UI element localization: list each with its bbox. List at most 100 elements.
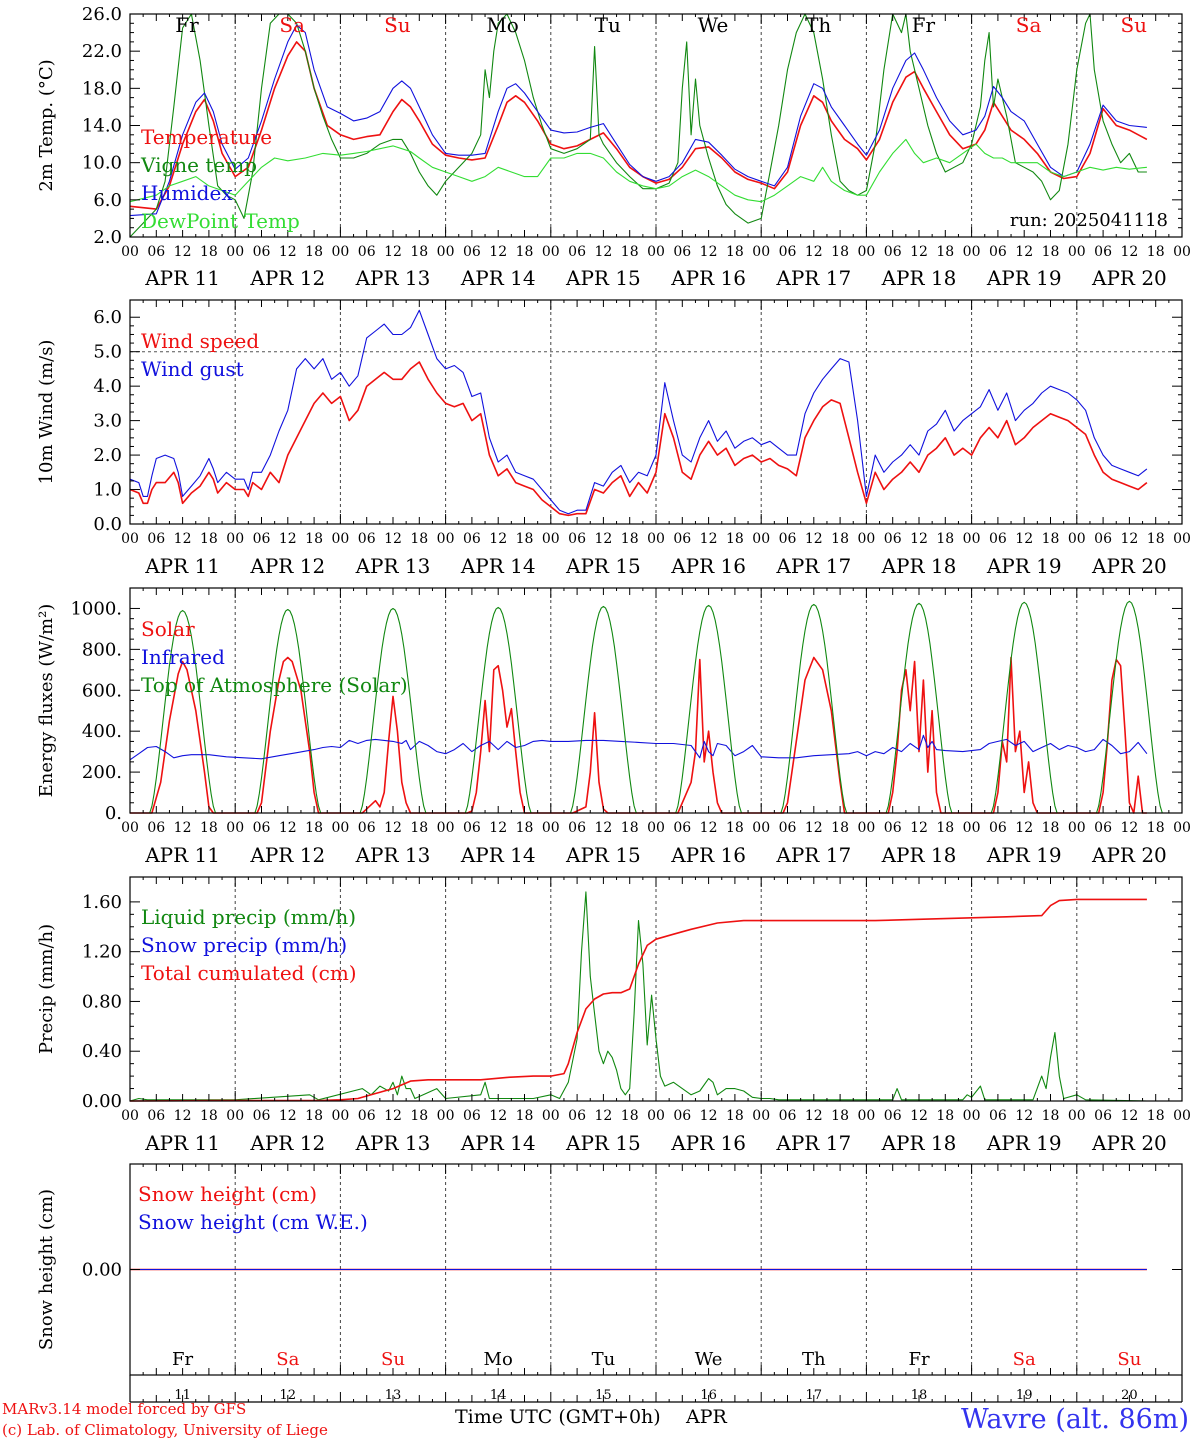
panel-1-y-tick-label: 18.0	[82, 78, 122, 99]
panel-4-hour-tick-label: 00	[1068, 1108, 1086, 1124]
panel-2-date-label: APR 16	[670, 554, 746, 578]
panel-1-hour-tick-label: 06	[989, 244, 1007, 260]
panel-1-hour-tick-label: 18	[410, 244, 428, 260]
panel-3-hour-tick-label: 18	[305, 820, 323, 836]
weekday-label-top: Fr	[912, 13, 936, 37]
panel-1-hour-tick-label: 06	[779, 244, 797, 260]
panel-3-hour-tick-label: 12	[1015, 820, 1033, 836]
panel-2-hour-tick-label: 00	[226, 531, 244, 547]
model-credit: MARv3.14 model forced by GFS	[2, 1400, 246, 1418]
panel-2-hour-tick-label: 18	[516, 531, 534, 547]
panel-1-hour-tick-label: 06	[463, 244, 481, 260]
panel-2-hour-tick-label: 12	[805, 531, 823, 547]
panel-1-date-label: APR 15	[565, 266, 641, 290]
panel-3-hour-tick-label: 06	[358, 820, 376, 836]
panel-3-hour-tick-label: 00	[647, 820, 665, 836]
panel-1-hour-tick-label: 00	[121, 244, 139, 260]
panel-4-hour-tick-label: 00	[331, 1108, 349, 1124]
panel-2-y-tick-label: 3.0	[93, 411, 122, 432]
panel-3-y-tick-label: 800.	[82, 639, 122, 660]
panel-1-date-label: APR 14	[460, 266, 536, 290]
panel-4-date-label: APR 13	[355, 1131, 431, 1155]
panel-4-y-axis-label: Precip (mm/h)	[36, 924, 57, 1054]
panel-5-legend-0: Snow height (cm)	[138, 1182, 317, 1206]
panel-2-hour-tick-label: 18	[726, 531, 744, 547]
panel-3-legend-0: Solar	[141, 617, 195, 641]
panel-3-y-tick-label: 200.	[82, 762, 122, 783]
panel-1-y-tick-label: 2.0	[93, 227, 122, 248]
panel-4-hour-tick-label: 18	[516, 1108, 534, 1124]
station-label: Wavre (alt. 86m)	[961, 1404, 1189, 1435]
panel-4-hour-tick-label: 18	[200, 1108, 218, 1124]
weekday-label-top: Mo	[486, 13, 519, 37]
panel-3-hour-tick-label: 18	[1042, 820, 1060, 836]
panel-4-legend-2: Total cumulated (cm)	[141, 961, 357, 985]
day-number-label: 19	[1016, 1388, 1033, 1403]
day-number-label: 17	[806, 1388, 823, 1403]
panel-2-y-tick-label: 0.0	[93, 514, 122, 535]
panel-2-hour-tick-label: 00	[1068, 531, 1086, 547]
panel-4-hour-tick-label: 12	[594, 1108, 612, 1124]
panel-2-hour-tick-label: 18	[200, 531, 218, 547]
weekday-label-bottom: We	[695, 1349, 723, 1370]
panel-2-date-label: APR 14	[460, 554, 536, 578]
panel-1-date-label: APR 13	[355, 266, 431, 290]
panel-1-hour-tick-label: 00	[226, 244, 244, 260]
panel-4-hour-tick-label: 18	[621, 1108, 639, 1124]
panel-2-hour-tick-label: 18	[936, 531, 954, 547]
panel-3-hour-tick-label: 12	[805, 820, 823, 836]
panel-1-hour-tick-label: 00	[1173, 244, 1191, 260]
day-number-label: 12	[280, 1388, 297, 1403]
weekday-label-bottom: Fr	[172, 1349, 193, 1370]
weekday-label-bottom: Th	[802, 1349, 826, 1370]
panel-2-y-tick-label: 1.0	[93, 480, 122, 501]
panel-3-hour-tick-label: 06	[147, 820, 165, 836]
panel-4-hour-tick-label: 12	[910, 1108, 928, 1124]
panel-4-hour-tick-label: 00	[226, 1108, 244, 1124]
panel-1-hour-tick-label: 12	[700, 244, 718, 260]
panel-1-hour-tick-label: 12	[594, 244, 612, 260]
panel-1-series-1-line	[129, 13, 1147, 238]
panel-2-date-label: APR 18	[881, 554, 957, 578]
panel-1-date-label: APR 19	[986, 266, 1062, 290]
panel-3-hour-tick-label: 12	[279, 820, 297, 836]
panel-4-hour-tick-label: 18	[305, 1108, 323, 1124]
panel-1-hour-tick-label: 00	[437, 244, 455, 260]
panel-2-y-axis-label: 10m Wind (m/s)	[36, 340, 57, 485]
panel-2-hour-tick-label: 00	[542, 531, 560, 547]
panel-4-hour-tick-label: 18	[936, 1108, 954, 1124]
panel-3-hour-tick-label: 12	[384, 820, 402, 836]
panel-1-series-0-line	[129, 41, 1148, 210]
panel-2-hour-tick-label: 12	[700, 531, 718, 547]
panel-2-series-1-line	[129, 309, 1148, 515]
panel-4-hour-tick-label: 06	[673, 1108, 691, 1124]
panel-1-y-tick-label: 14.0	[82, 116, 122, 137]
panel-2-hour-tick-label: 00	[1173, 531, 1191, 547]
frame-layer	[129, 13, 1183, 1403]
panel-4-hour-tick-label: 18	[410, 1108, 428, 1124]
panel-1-hour-tick-label: 06	[358, 244, 376, 260]
panel-1-frame	[129, 13, 1183, 238]
panel-1-hour-tick-label: 00	[752, 244, 770, 260]
day-number-label: 14	[490, 1388, 507, 1403]
panel-2-hour-tick-label: 00	[121, 531, 139, 547]
panel-2-hour-tick-label: 06	[147, 531, 165, 547]
panel-3-date-label: APR 18	[881, 843, 957, 867]
panel-4-legend-0: Liquid precip (mm/h)	[141, 905, 356, 929]
panel-4-date-label: APR 20	[1091, 1131, 1167, 1155]
panel-1-hour-tick-label: 06	[147, 244, 165, 260]
panel-1-hour-tick-label: 00	[1068, 244, 1086, 260]
panel-2-hour-tick-label: 00	[331, 531, 349, 547]
panel-1-hour-tick-label: 06	[673, 244, 691, 260]
panel-2-hour-tick-label: 00	[647, 531, 665, 547]
weekday-label-bottom: Fr	[908, 1349, 929, 1370]
panel-2-hour-tick-label: 06	[884, 531, 902, 547]
panel-4-hour-tick-label: 00	[752, 1108, 770, 1124]
panel-4-hour-tick-label: 06	[779, 1108, 797, 1124]
panel-2-date-label: APR 19	[986, 554, 1062, 578]
panel-4-hour-tick-label: 00	[437, 1108, 455, 1124]
panel-1-hour-tick-label: 06	[568, 244, 586, 260]
panel-2-y-tick-label: 2.0	[93, 445, 122, 466]
panel-1-hour-tick-label: 06	[1094, 244, 1112, 260]
